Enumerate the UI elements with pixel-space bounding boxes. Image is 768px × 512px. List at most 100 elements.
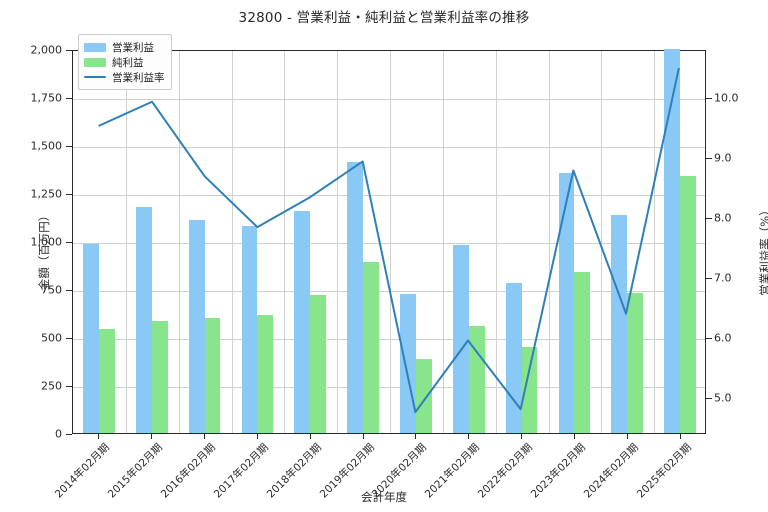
y-tick-mark-left <box>66 194 72 195</box>
bar-net-profit <box>204 317 221 433</box>
gridline-vertical <box>231 51 233 433</box>
operating-margin-line <box>98 67 680 414</box>
y-tick-label-left: 750 <box>41 283 62 297</box>
y-tick-mark-left <box>66 386 72 387</box>
y-tick-label-right: 9.0 <box>714 151 732 165</box>
gridline-horizontal <box>73 387 705 388</box>
gridline-vertical <box>495 51 497 433</box>
y-tick-label-right: 8.0 <box>714 211 732 225</box>
gridline-horizontal <box>73 195 705 196</box>
y-tick-label-left: 2,000 <box>30 43 63 57</box>
line-series-layer <box>98 67 680 414</box>
y-tick-label-left: 250 <box>41 379 62 393</box>
gridline-vertical <box>390 51 391 433</box>
y-tick-mark-right <box>706 98 712 99</box>
gridline-vertical <box>284 51 286 433</box>
y-tick-mark-left <box>66 290 72 291</box>
legend-label-operating-profit: 営業利益 <box>112 41 154 54</box>
x-tick-mark <box>309 434 311 439</box>
y-tick-label-left: 1,250 <box>30 187 63 201</box>
gridline-vertical <box>337 51 339 433</box>
y-tick-mark-left <box>66 434 72 435</box>
legend-item-net-profit: 純利益 <box>84 55 165 69</box>
y-tick-mark-right <box>706 278 712 279</box>
x-tick-mark <box>362 434 364 439</box>
x-tick-mark <box>204 434 206 439</box>
bar-net-profit <box>627 292 644 433</box>
x-tick-mark <box>626 434 628 439</box>
bar-operating-profit <box>241 226 258 433</box>
bar-operating-profit <box>83 244 99 433</box>
legend-item-operating-profit: 営業利益 <box>84 40 165 54</box>
gridline-vertical <box>178 51 180 433</box>
y-tick-mark-right <box>706 218 712 219</box>
chart-legend: 営業利益 純利益 営業利益率 <box>78 34 172 90</box>
bar-net-profit <box>257 315 274 433</box>
y-tick-mark-left <box>66 242 72 243</box>
x-axis-label: 会計年度 <box>361 490 407 504</box>
y-tick-mark-right <box>706 158 712 159</box>
bar-operating-profit <box>452 244 469 433</box>
legend-swatch-operating-profit <box>84 42 106 52</box>
x-tick-mark <box>521 434 523 439</box>
x-tick-mark <box>679 434 681 439</box>
y-tick-label-left: 1,750 <box>30 91 63 105</box>
x-tick-mark <box>98 434 100 439</box>
x-tick-mark <box>468 434 470 439</box>
bar-net-profit <box>151 320 168 433</box>
chart-title: 32800 - 営業利益・純利益と営業利益率の推移 <box>238 10 530 26</box>
plot-area <box>72 49 706 434</box>
y-tick-mark-right <box>706 398 712 399</box>
bar-operating-profit <box>664 49 681 433</box>
x-tick-mark <box>573 434 575 439</box>
gridline-vertical <box>601 51 603 433</box>
x-tick-mark <box>256 434 258 439</box>
bar-net-profit <box>574 272 591 433</box>
gridline-horizontal <box>73 147 705 148</box>
gridline-vertical <box>548 51 550 433</box>
x-tick-mark <box>151 434 153 439</box>
bar-net-profit <box>468 326 485 433</box>
bar-net-profit <box>680 176 696 433</box>
legend-swatch-net-profit <box>84 57 106 67</box>
gridline-horizontal <box>73 243 705 244</box>
y-tick-label-right: 10.0 <box>714 91 739 105</box>
bar-net-profit <box>310 295 327 433</box>
legend-label-net-profit: 純利益 <box>112 56 144 69</box>
bar-operating-profit <box>347 161 364 433</box>
y-tick-label-right: 5.0 <box>714 391 732 405</box>
y-tick-mark-left <box>66 98 72 99</box>
bar-operating-profit <box>294 210 311 433</box>
legend-item-operating-margin: 営業利益率 <box>84 70 165 84</box>
y-tick-mark-left <box>66 50 72 51</box>
gridline-horizontal <box>73 339 705 340</box>
gridline-vertical <box>125 51 127 433</box>
y-tick-mark-right <box>706 338 712 339</box>
y-tick-label-left: 0 <box>55 427 62 441</box>
bars-layer <box>73 49 705 433</box>
legend-label-operating-margin: 営業利益率 <box>112 71 165 84</box>
bar-net-profit <box>363 262 379 433</box>
y-tick-label-left: 500 <box>41 331 62 345</box>
bar-operating-profit <box>188 219 205 433</box>
y-tick-mark-left <box>66 338 72 339</box>
gridline-vertical <box>654 51 656 433</box>
y-tick-label-right: 6.0 <box>714 331 732 345</box>
bar-operating-profit <box>558 172 575 433</box>
bar-operating-profit <box>135 206 152 433</box>
bar-net-profit <box>521 347 538 433</box>
y-axis-label-right: 営業利益率（%） <box>758 204 768 296</box>
y-tick-label-right: 7.0 <box>714 271 732 285</box>
y-tick-label-left: 1,500 <box>30 139 63 153</box>
legend-swatch-operating-margin <box>84 76 106 78</box>
bar-net-profit <box>98 328 115 433</box>
y-tick-label-left: 1,000 <box>30 235 63 249</box>
bar-net-profit <box>415 359 432 433</box>
gridline-horizontal <box>73 99 705 100</box>
x-tick-mark <box>415 434 417 439</box>
y-tick-mark-left <box>66 146 72 147</box>
gridline-vertical <box>442 51 444 433</box>
bar-operating-profit <box>611 214 628 433</box>
